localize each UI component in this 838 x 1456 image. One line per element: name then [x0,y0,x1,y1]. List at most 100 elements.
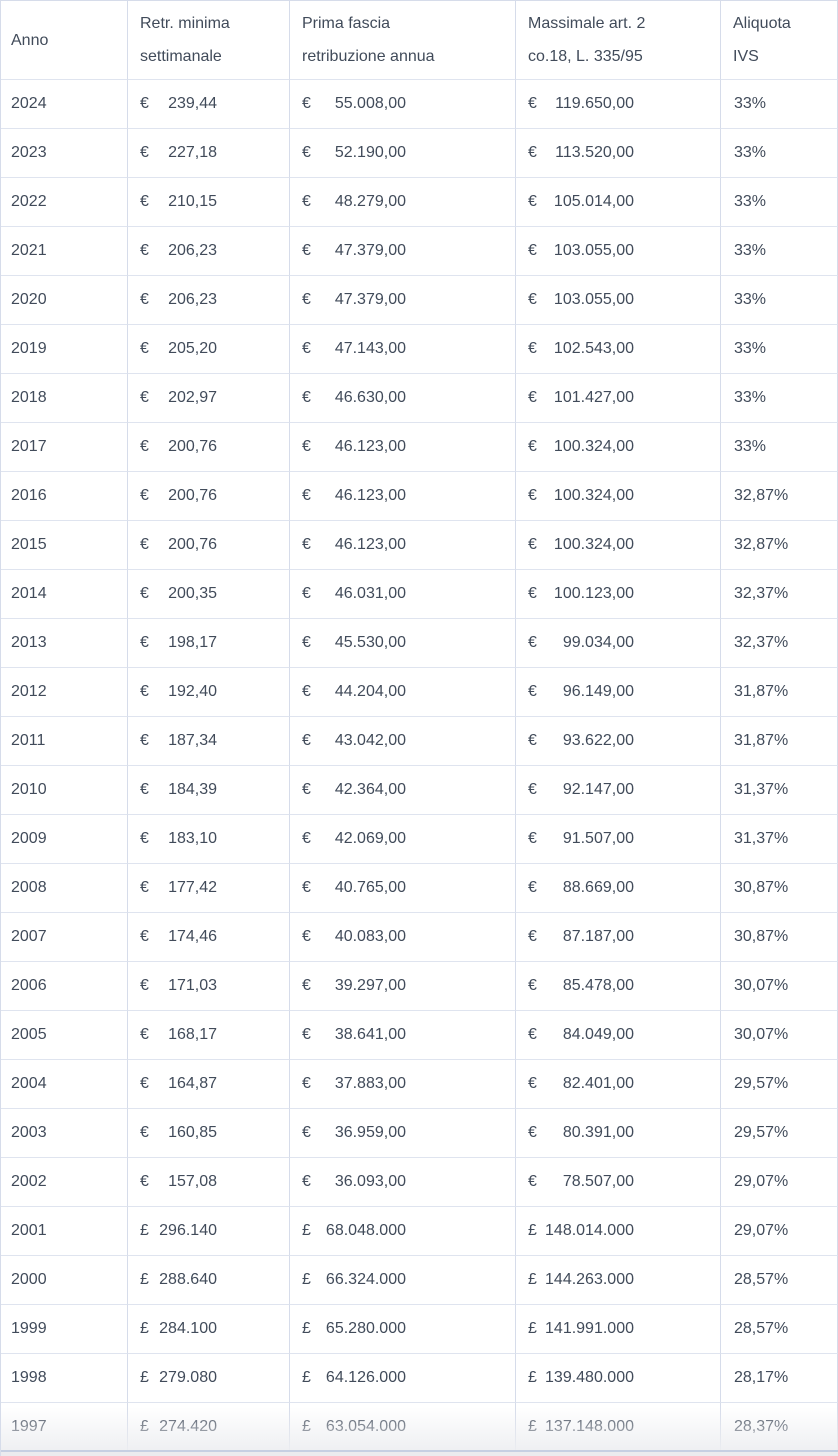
cell-prima-fascia-retribuzione-annua: € 43.042,00 [290,717,516,766]
cell-anno: 2013 [1,619,128,668]
amount-value: 103.055,00 [553,291,634,308]
table-row: 2011 € 187,34 € 43.042,00 € 93.622,00 31… [1,717,838,766]
currency-symbol: £ [302,1418,311,1435]
rate-value: 29,07% [734,1173,789,1190]
rate-value: 33% [734,95,767,112]
currency-symbol: € [528,1026,537,1043]
cell-prima-fascia-retribuzione-annua: € 36.959,00 [290,1109,516,1158]
currency-symbol: € [140,1124,149,1141]
amount-value: 96.149,00 [562,683,634,700]
amount-value: 46.630,00 [334,389,406,406]
cell-massimale-art2: € 119.650,00 [516,80,721,129]
currency-symbol: € [528,144,537,161]
year-value: 2017 [11,438,47,455]
cell-massimale-art2: € 99.034,00 [516,619,721,668]
cell-anno: 2023 [1,129,128,178]
amount-value: 200,76 [168,536,217,553]
table-row: 1998 £ 279.080 £ 64.126.000 £ 139.480.00… [1,1354,838,1403]
year-value: 2024 [11,95,47,112]
cell-aliquota-ivs: 32,37% [721,619,838,668]
year-value: 2002 [11,1173,47,1190]
table-row: 1999 £ 284.100 £ 65.280.000 £ 141.991.00… [1,1305,838,1354]
cell-aliquota-ivs: 30,87% [721,913,838,962]
cell-anno: 2006 [1,962,128,1011]
currency-symbol: £ [528,1320,537,1337]
cell-aliquota-ivs: 33% [721,178,838,227]
amount-value: 103.055,00 [553,242,634,259]
amount-value: 296.140 [159,1222,217,1239]
amount-value: 37.883,00 [334,1075,406,1092]
cell-prima-fascia-retribuzione-annua: € 46.630,00 [290,374,516,423]
amount-value: 82.401,00 [562,1075,634,1092]
column-header-label: Anno [11,31,49,49]
amount-value: 100.324,00 [553,487,634,504]
cell-massimale-art2: € 91.507,00 [516,815,721,864]
cell-massimale-art2: € 100.324,00 [516,472,721,521]
year-value: 1999 [11,1320,47,1337]
cell-aliquota-ivs: 28,57% [721,1305,838,1354]
amount-value: 183,10 [168,830,217,847]
cell-aliquota-ivs: 33% [721,227,838,276]
cell-prima-fascia-retribuzione-annua: € 46.031,00 [290,570,516,619]
amount-value: 78.507,00 [562,1173,634,1190]
column-header-label-line1: Aliquota [733,15,791,32]
column-header-label-line1: Prima fascia [302,15,391,32]
rate-value: 32,37% [734,634,789,651]
amount-value: 64.126.000 [325,1369,406,1386]
amount-value: 42.069,00 [334,830,406,847]
cell-prima-fascia-retribuzione-annua: € 47.379,00 [290,227,516,276]
table-row: 2000 £ 288.640 £ 66.324.000 £ 144.263.00… [1,1256,838,1305]
table-header-row: Anno Retr. minima settimanale Prima fasc… [1,1,838,80]
rate-value: 32,87% [734,487,789,504]
rate-value: 32,87% [734,536,789,553]
amount-value: 177,42 [168,879,217,896]
cell-massimale-art2: € 87.187,00 [516,913,721,962]
cell-aliquota-ivs: 28,17% [721,1354,838,1403]
column-header-label-line2: co.18, L. 335/95 [528,48,643,65]
currency-symbol: € [302,242,311,259]
cell-massimale-art2: € 85.478,00 [516,962,721,1011]
currency-symbol: € [302,977,311,994]
cell-retr-minima-settimanale: € 200,76 [128,472,290,521]
column-header-retr-minima: Retr. minima settimanale [128,1,290,80]
cell-aliquota-ivs: 28,57% [721,1256,838,1305]
cell-retr-minima-settimanale: € 202,97 [128,374,290,423]
rate-value: 28,57% [734,1271,789,1288]
amount-value: 48.279,00 [334,193,406,210]
currency-symbol: £ [528,1222,537,1239]
amount-value: 200,76 [168,438,217,455]
cell-anno: 2008 [1,864,128,913]
amount-value: 198,17 [168,634,217,651]
amount-value: 42.364,00 [334,781,406,798]
amount-value: 46.123,00 [334,536,406,553]
currency-symbol: € [528,634,537,651]
cell-retr-minima-settimanale: € 206,23 [128,276,290,325]
year-value: 2012 [11,683,47,700]
cell-retr-minima-settimanale: € 206,23 [128,227,290,276]
year-value: 2000 [11,1271,47,1288]
cell-massimale-art2: € 100.324,00 [516,521,721,570]
amount-value: 102.543,00 [553,340,634,357]
amount-value: 200,76 [168,487,217,504]
cell-massimale-art2: £ 139.480.000 [516,1354,721,1403]
cell-aliquota-ivs: 31,87% [721,717,838,766]
cell-prima-fascia-retribuzione-annua: € 37.883,00 [290,1060,516,1109]
amount-value: 93.622,00 [562,732,634,749]
table-row: 2004 € 164,87 € 37.883,00 € 82.401,00 29… [1,1060,838,1109]
year-value: 2006 [11,977,47,994]
amount-value: 63.054.000 [325,1418,406,1435]
amount-value: 202,97 [168,389,217,406]
cell-prima-fascia-retribuzione-annua: € 42.069,00 [290,815,516,864]
table-row: 2002 € 157,08 € 36.093,00 € 78.507,00 29… [1,1158,838,1207]
amount-value: 68.048.000 [325,1222,406,1239]
amount-value: 105.014,00 [553,193,634,210]
cell-retr-minima-settimanale: € 192,40 [128,668,290,717]
cell-aliquota-ivs: 28,37% [721,1403,838,1452]
currency-symbol: € [302,781,311,798]
cell-aliquota-ivs: 31,87% [721,668,838,717]
amount-value: 100.123,00 [553,585,634,602]
table-row: 2003 € 160,85 € 36.959,00 € 80.391,00 29… [1,1109,838,1158]
year-value: 2004 [11,1075,47,1092]
amount-value: 87.187,00 [562,928,634,945]
year-value: 2010 [11,781,47,798]
